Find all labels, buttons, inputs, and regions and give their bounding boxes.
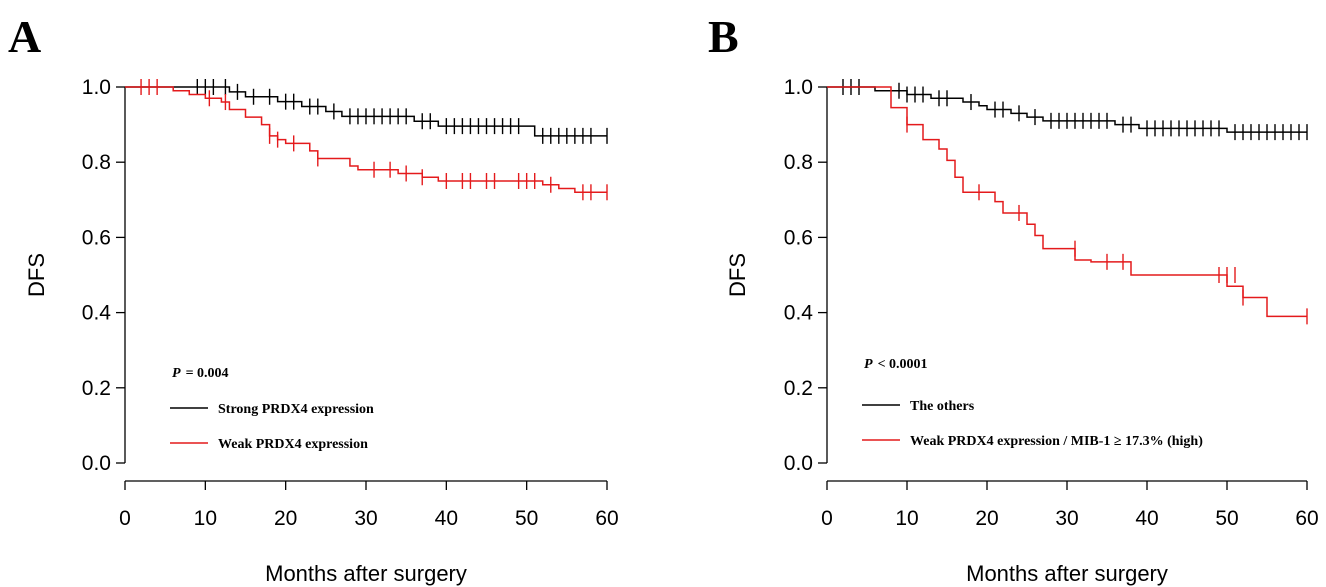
panel-letter: A <box>8 11 41 62</box>
y-tick-label: 0.2 <box>784 377 813 400</box>
y-tick-label: 0.8 <box>82 151 111 174</box>
legend-entry: Strong PRDX4 expression <box>218 402 374 417</box>
x-tick-label: 20 <box>975 507 998 530</box>
x-tick-label: 50 <box>515 507 538 530</box>
panel-b: B 0.0 0.2 0.4 0.6 0.8 1.0 0 10 20 30 40 50 60 Months a… <box>708 11 1319 586</box>
p-value-annotation: P < 0.0001 <box>864 357 928 372</box>
legend: The others Weak PRDX4 expression / MIB-1 … <box>862 399 1203 449</box>
x-tick-label: 30 <box>1055 507 1078 530</box>
x-tick-label: 10 <box>194 507 217 530</box>
y-tick-label: 0.4 <box>784 302 814 325</box>
y-axis-label: DFS <box>24 253 49 297</box>
survival-curve <box>125 86 607 137</box>
p-symbol: P <box>864 357 873 372</box>
y-tick-label: 1.0 <box>784 76 813 99</box>
survival-curve <box>125 86 607 194</box>
series-2 <box>827 86 1308 325</box>
x-tick-label: 50 <box>1215 507 1238 530</box>
panel-letter: B <box>708 11 739 62</box>
x-tick-label: 10 <box>895 507 918 530</box>
x-tick-label: 20 <box>274 507 297 530</box>
series-1 <box>125 79 608 144</box>
x-tick-label: 0 <box>821 507 833 530</box>
series-2 <box>125 79 608 201</box>
legend-entry: Weak PRDX4 expression / MIB-1 ≥ 17.3% (h… <box>910 434 1203 449</box>
y-tick-label: 0.8 <box>784 151 813 174</box>
p-value: = 0.004 <box>186 366 229 381</box>
x-tick-label: 0 <box>119 507 131 530</box>
survival-curve <box>827 86 1307 133</box>
axes <box>124 87 607 482</box>
y-axis-label: DFS <box>725 253 750 297</box>
y-tick-label: 0.0 <box>784 452 813 475</box>
y-tick-label: 0.0 <box>82 452 111 475</box>
x-tick-label: 60 <box>595 507 618 530</box>
y-tick-label: 0.6 <box>784 226 813 249</box>
p-value-annotation: P = 0.004 <box>172 366 229 381</box>
x-tick-label: 40 <box>435 507 458 530</box>
x-axis-label: Months after surgery <box>966 561 1168 586</box>
axes <box>826 87 1307 482</box>
p-symbol: P <box>172 366 181 381</box>
y-tick-label: 1.0 <box>82 76 111 99</box>
series-1 <box>827 79 1308 141</box>
legend-entry: The others <box>910 399 975 414</box>
x-axis-label: Months after surgery <box>265 561 467 586</box>
y-tick-label: 0.4 <box>82 302 112 325</box>
x-tick-label: 60 <box>1295 507 1318 530</box>
legend-entry: Weak PRDX4 expression <box>218 437 368 452</box>
y-tick-label: 0.2 <box>82 377 111 400</box>
x-tick-label: 30 <box>354 507 377 530</box>
x-tick-label: 40 <box>1135 507 1158 530</box>
p-value: < 0.0001 <box>878 357 928 372</box>
survival-curve <box>827 86 1307 318</box>
panel-a: A 0.0 0.2 0.4 0.6 0.8 1.0 0 10 20 30 40 50 60 Months a… <box>8 11 619 586</box>
legend: Strong PRDX4 expression Weak PRDX4 expres… <box>170 402 374 452</box>
y-tick-label: 0.6 <box>82 226 111 249</box>
